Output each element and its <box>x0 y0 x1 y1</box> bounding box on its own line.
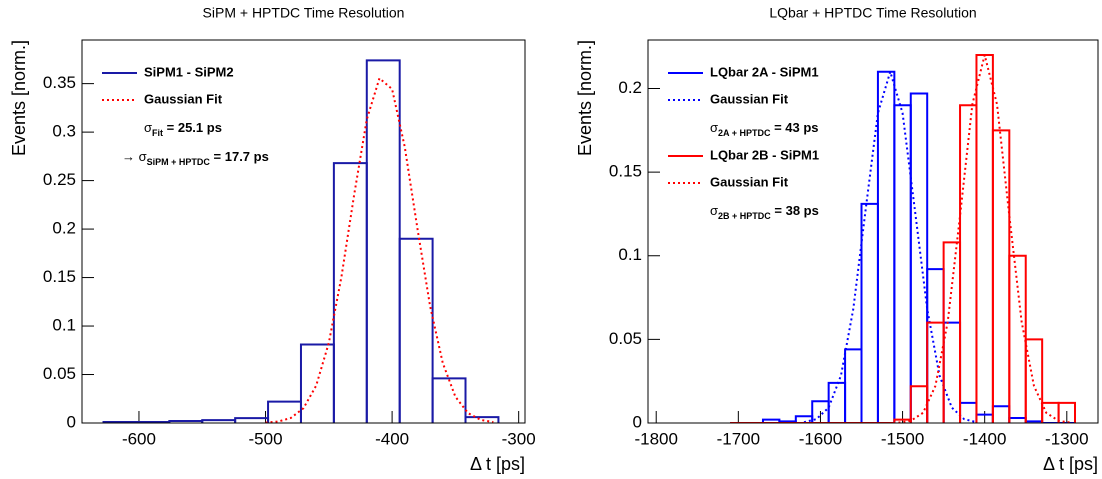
fit-curve <box>265 76 494 423</box>
x-tick-label: -1500 <box>881 429 924 448</box>
annotation-text: = 25.1 ps <box>163 120 222 135</box>
plot-area <box>102 59 500 423</box>
annotation-symbol: σ <box>710 120 718 135</box>
annotation: → σSiPM + HPTDC = 17.7 ps <box>122 149 269 167</box>
annotation-text: = 17.7 ps <box>210 149 269 164</box>
y-axis-label: Events [norm.] <box>575 40 595 156</box>
legend-label: LQbar 2A - SiPM1 <box>710 64 819 79</box>
fit-curve <box>803 68 977 423</box>
annotation-subscript: Fit <box>152 128 163 138</box>
y-tick-label: 0.05 <box>609 329 642 348</box>
histogram-bin <box>991 129 1011 423</box>
annotation: σ2A + HPTDC = 43 ps <box>710 120 819 138</box>
fit-curve <box>898 54 1072 423</box>
x-tick-label: -1600 <box>799 429 842 448</box>
legend-label: LQbar 2B - SiPM1 <box>710 147 819 162</box>
histogram-bin <box>926 321 945 423</box>
histogram-bin <box>991 405 1011 423</box>
histogram-bin <box>876 70 896 423</box>
y-tick-label: 0.3 <box>52 122 76 141</box>
annotation: σ2B + HPTDC = 38 ps <box>710 203 819 221</box>
histogram-bin <box>464 416 500 423</box>
histogram-bin <box>860 202 879 423</box>
legend-label: Gaussian Fit <box>710 91 789 106</box>
y-tick-label: 0 <box>633 412 642 431</box>
histogram-bin <box>431 377 467 423</box>
annotation-subscript: 2B + HPTDC <box>718 211 771 221</box>
x-axis-label: Δ t [ps] <box>1043 454 1098 474</box>
x-tick-label: -1300 <box>1045 429 1088 448</box>
x-tick-label: -600 <box>122 429 156 448</box>
y-tick-label: 0.15 <box>43 267 76 286</box>
y-tick-label: 0 <box>67 412 76 431</box>
legend-label: Gaussian Fit <box>710 174 789 189</box>
frame <box>81 39 526 424</box>
histogram-bin <box>1024 338 1044 423</box>
histogram-bin <box>1041 401 1060 423</box>
x-tick-label: -1700 <box>717 429 760 448</box>
histogram-bin <box>1008 416 1027 423</box>
histogram-bin <box>959 104 978 423</box>
y-tick-label: 0.15 <box>609 162 642 181</box>
legend-label: SiPM1 - SiPM2 <box>144 64 234 79</box>
annotation-text: = 43 ps <box>770 120 818 135</box>
histogram-bin <box>844 348 863 423</box>
histogram-bin <box>827 381 847 423</box>
x-tick-label: -400 <box>375 429 409 448</box>
plot-area <box>730 54 1077 423</box>
frame <box>647 39 1099 424</box>
panel: SiPM + HPTDC Time Resolution Events [norm… <box>9 5 536 474</box>
y-tick-label: 0.25 <box>43 170 76 189</box>
annotation-symbol: σ <box>144 120 152 135</box>
panel: LQbar + HPTDC Time Resolution Events [nor… <box>575 5 1099 474</box>
histogram-bin <box>299 343 335 423</box>
chart-title: SiPM + HPTDC Time Resolution <box>203 5 405 21</box>
x-tick-label: -500 <box>249 429 283 448</box>
annotation-symbol: σ <box>139 149 147 164</box>
x-tick-label: -1800 <box>634 429 677 448</box>
x-tick-label: -300 <box>502 429 536 448</box>
y-tick-label: 0.2 <box>618 78 642 97</box>
histogram-bin <box>398 237 434 423</box>
x-axis-label: Δ t [ps] <box>470 454 525 474</box>
histogram-bin <box>909 92 929 423</box>
annotation-subscript: 2A + HPTDC <box>718 128 771 138</box>
annotation: σFit = 25.1 ps <box>144 120 222 138</box>
x-tick-label: -1400 <box>963 429 1006 448</box>
histogram-bin <box>267 400 302 423</box>
y-tick-label: 0.1 <box>52 316 76 335</box>
y-tick-label: 0.2 <box>52 219 76 238</box>
histogram-bin <box>909 385 929 423</box>
annotation-symbol: σ <box>710 203 718 218</box>
annotation-subscript: SiPM + HPTDC <box>147 157 211 167</box>
histogram-bin <box>1057 401 1077 423</box>
y-tick-label: 0.05 <box>43 364 76 383</box>
histogram-bin <box>234 417 270 423</box>
y-tick-label: 0.1 <box>618 245 642 264</box>
y-tick-label: 0.35 <box>43 73 76 92</box>
histogram-bin <box>332 162 368 423</box>
histogram-bin <box>942 321 962 423</box>
annotation-text: = 38 ps <box>771 203 819 218</box>
chart-title: LQbar + HPTDC Time Resolution <box>769 5 976 21</box>
histogram-bin <box>975 54 994 423</box>
annotation-prefix: → <box>122 149 139 164</box>
histogram-bin <box>365 59 401 423</box>
legend-label: Gaussian Fit <box>144 91 223 106</box>
y-axis-label: Events [norm.] <box>9 40 29 156</box>
